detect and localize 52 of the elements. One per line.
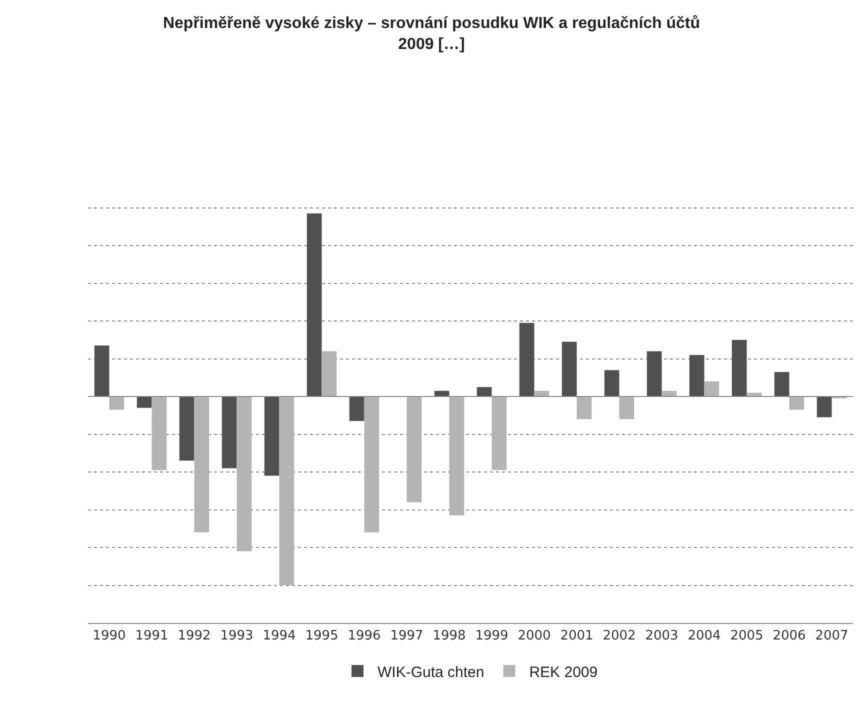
bar	[704, 381, 720, 396]
x-tick-label: 2004	[688, 628, 721, 644]
x-tick-label: 1995	[305, 628, 338, 644]
x-tick-label: 2006	[772, 628, 806, 644]
x-tick-label: 1999	[475, 628, 508, 644]
bar	[94, 346, 110, 396]
x-tick-label: 2000	[518, 628, 551, 644]
x-tick-label: 1991	[135, 628, 168, 644]
bar	[789, 396, 804, 410]
bar	[492, 396, 507, 470]
x-tick-label: 2003	[645, 628, 678, 644]
bar	[322, 351, 337, 396]
x-tick-label: 2002	[602, 628, 636, 644]
bar	[562, 342, 577, 396]
bar	[646, 351, 662, 396]
bar	[406, 396, 422, 502]
bar	[604, 370, 620, 396]
bar	[576, 396, 592, 420]
x-tick-label: 1990	[92, 628, 126, 644]
bar	[306, 213, 322, 396]
chart-title: Nepřiměřeně vysoké zisky – srovnání posudku WIK a regulačních účtů 2009 […]	[162, 15, 700, 53]
bar	[264, 396, 280, 476]
bar	[746, 392, 762, 396]
bar	[109, 396, 124, 410]
bar	[816, 396, 832, 418]
bar	[179, 396, 194, 461]
x-tick-label: 2007	[815, 628, 848, 644]
bar	[364, 396, 380, 532]
x-tick-label: 1997	[390, 628, 424, 644]
x-tick-label: 1996	[348, 628, 381, 644]
bar	[349, 396, 364, 422]
bar	[222, 396, 237, 468]
bar	[774, 372, 790, 396]
bar	[279, 396, 294, 586]
x-tick-label: 1992	[178, 628, 211, 644]
bar	[519, 322, 534, 396]
x-tick-label: 2005	[730, 628, 764, 644]
bar	[476, 387, 492, 396]
bar	[689, 354, 704, 396]
bar	[194, 396, 210, 532]
bar	[136, 396, 152, 408]
x-tick-label: 1998	[432, 628, 466, 644]
x-tick-label: 1993	[220, 628, 254, 644]
bar	[619, 396, 634, 420]
legend-label: REK 2009	[529, 664, 598, 681]
bar	[732, 340, 747, 396]
bar	[449, 396, 464, 516]
bar	[152, 396, 167, 470]
x-tick-label: 1994	[262, 628, 296, 644]
legend-label: WIK-Guta chten	[378, 664, 484, 681]
bar	[236, 396, 252, 552]
x-tick-label: 2001	[560, 628, 594, 644]
